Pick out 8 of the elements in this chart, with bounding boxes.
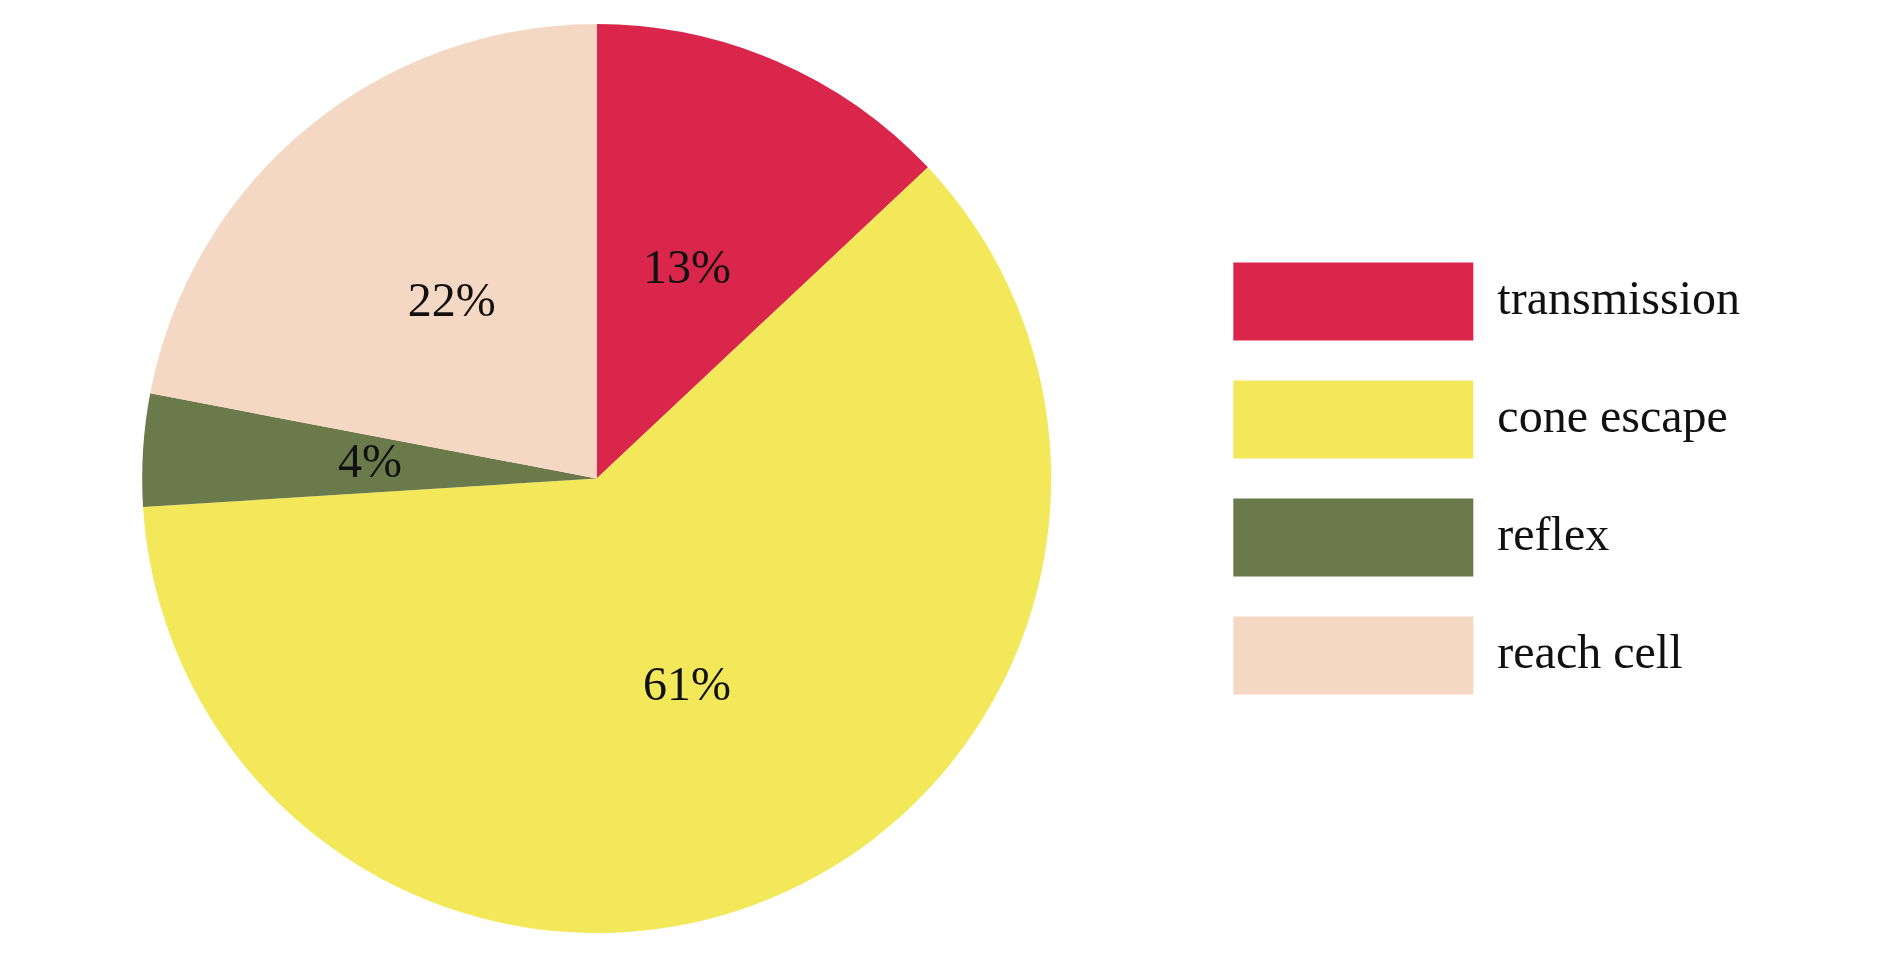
data-label: 61% <box>642 656 731 710</box>
legend-label: reflex <box>1497 507 1610 561</box>
legend-label: cone escape <box>1497 389 1728 443</box>
legend-label: reach cell <box>1497 625 1683 679</box>
data-label: 22% <box>407 273 496 327</box>
data-label: 13% <box>642 239 731 293</box>
legend-label: transmission <box>1497 271 1740 325</box>
data-label: 4% <box>337 433 402 487</box>
